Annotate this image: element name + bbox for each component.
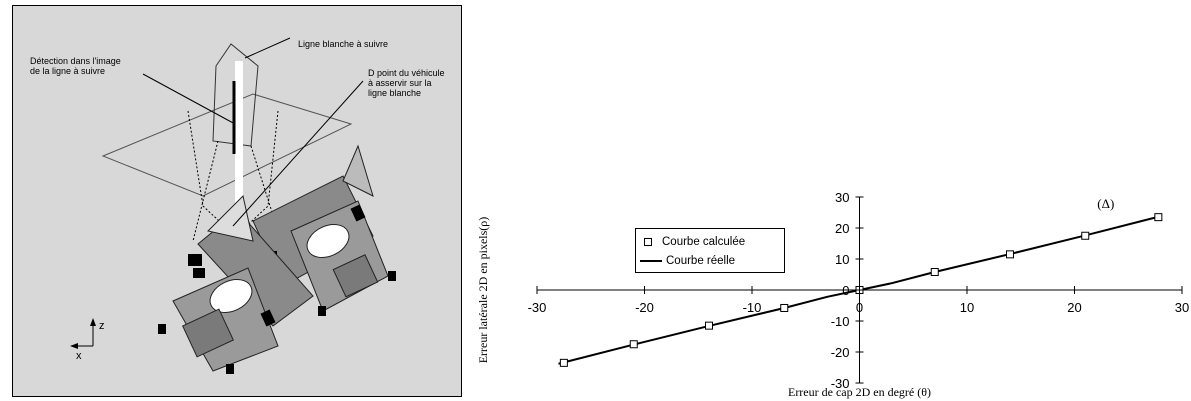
series-point-calculated: [705, 321, 713, 330]
square-marker-icon: [644, 238, 652, 246]
legend-label-calculated: Courbe calculée: [662, 236, 746, 248]
x-tick-label: -30: [528, 300, 547, 315]
y-tick-label: 20: [835, 221, 849, 236]
vision-cone: [212, 43, 259, 147]
series-point-calculated: [629, 340, 638, 349]
label-point-d: D point du véhicule à asservir sur la li…: [368, 68, 445, 98]
axis-x-label: x: [76, 350, 82, 362]
label-detection: Détection dans l'image de la ligne à sui…: [30, 56, 121, 76]
series-point-calculated: [930, 268, 939, 277]
chart-area: -30 -20 -10 0 10 20 30 30 20 10 0 -10 -20 -30 (Δ) Err…: [476, 190, 1189, 399]
x-tick-label: -10: [743, 300, 762, 315]
y-tick-label: -20: [831, 345, 850, 360]
vehicle-front: [172, 195, 314, 372]
delta-annotation: (Δ): [1097, 196, 1114, 211]
diagram-drawing: [70, 37, 396, 374]
label-white-line: Ligne blanche à suivre: [298, 39, 389, 49]
series-point-calculated: [1154, 213, 1163, 222]
x-axis-label: Erreur de cap 2D en degré (θ): [788, 385, 931, 399]
y-tick-label: -30: [831, 376, 850, 391]
series-point-calculated: [1081, 231, 1090, 240]
line-marker-icon: [640, 260, 662, 262]
x-tick-label: 0: [856, 300, 863, 315]
series-point-calculated: [780, 303, 789, 312]
y-tick-label: 30: [835, 190, 849, 205]
x-tick-label: -20: [635, 300, 654, 315]
axis-z-label: z: [99, 320, 105, 332]
vehicle-rear: [252, 144, 389, 312]
y-tick-label: 0: [842, 283, 849, 298]
x-tick-label: 20: [1067, 300, 1081, 315]
x-tick-label: 30: [1175, 300, 1189, 315]
x-tick-label: 10: [960, 300, 974, 315]
series-point-calculated: [1006, 250, 1014, 259]
vehicle-diagram: Détection dans l'image de la ligne à sui…: [12, 5, 462, 397]
chart-legend: Courbe calculée Courbe réelle: [635, 228, 785, 273]
legend-item-calculated: Courbe calculée: [640, 234, 745, 250]
image-plane: [101, 93, 353, 197]
y-tick-label: 10: [835, 252, 849, 267]
series-point-calculated: [559, 358, 568, 367]
y-tick-label: -10: [831, 314, 850, 329]
y-axis-label: Erreur latérale 2D en pixels(ρ): [476, 217, 490, 364]
legend-label-real: Courbe réelle: [666, 255, 736, 267]
legend-item-real: Courbe réelle: [640, 253, 735, 269]
white-line: [235, 61, 243, 261]
